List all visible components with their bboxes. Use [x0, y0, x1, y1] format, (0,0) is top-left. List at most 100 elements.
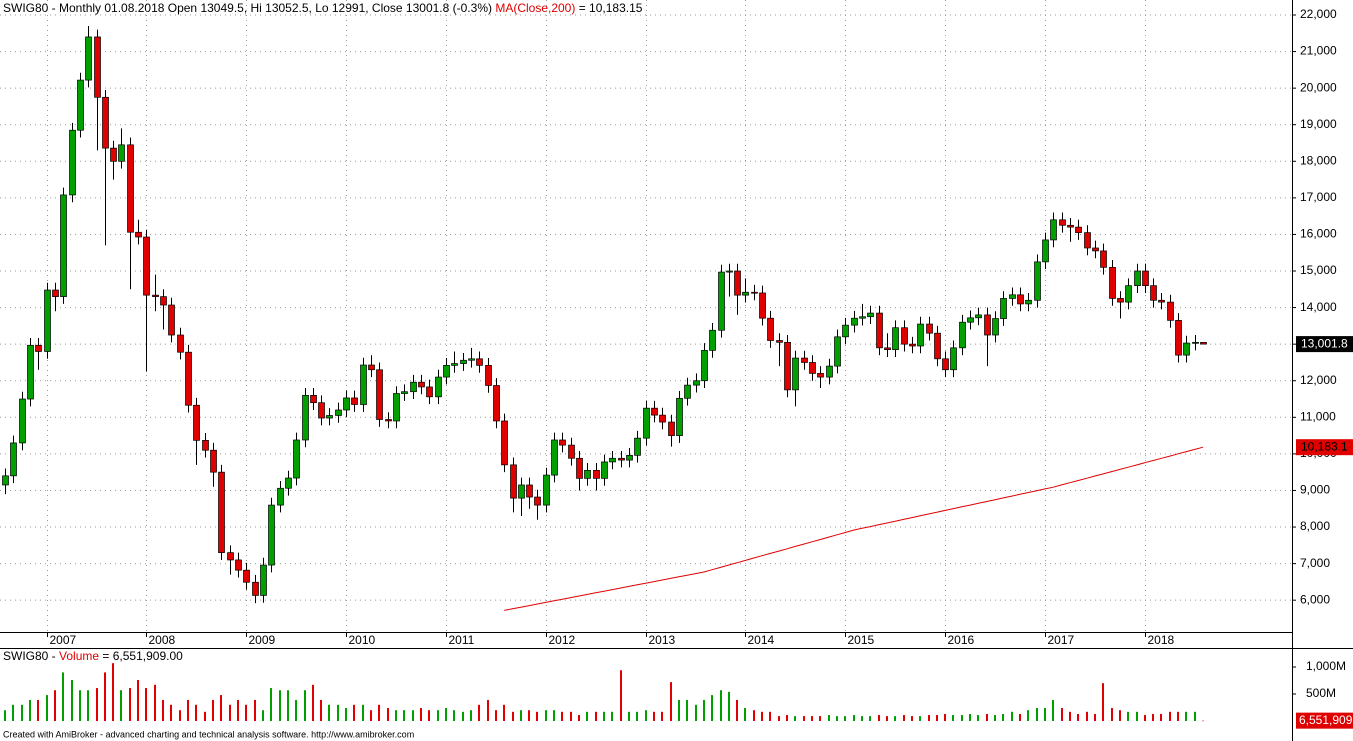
candle-body	[185, 351, 192, 406]
candle-body	[975, 314, 982, 319]
candle-body	[52, 289, 59, 297]
volume-bar	[120, 690, 122, 721]
candle-body	[867, 312, 874, 318]
volume-bar	[645, 710, 647, 721]
volume-bar	[1144, 715, 1146, 721]
candle-body	[726, 270, 733, 273]
volume-bar	[1052, 699, 1054, 721]
candle-body	[401, 391, 408, 394]
volume-bar	[462, 711, 464, 721]
candle-body	[734, 270, 741, 296]
volume-bar	[786, 715, 788, 721]
candle-body	[385, 419, 392, 422]
x-tick-label: 2009	[249, 633, 276, 647]
volume-bar	[794, 716, 796, 721]
candle-body	[435, 376, 442, 398]
volume-bar	[470, 710, 472, 721]
volume-bar	[320, 699, 322, 721]
candle-body	[1192, 341, 1199, 344]
candle-body	[1042, 239, 1049, 263]
volume-bar	[1077, 713, 1079, 721]
candle-body	[668, 421, 675, 436]
candle-body	[784, 341, 791, 391]
candle-body	[693, 380, 700, 386]
volume-bar	[536, 711, 538, 721]
volume-bar	[803, 716, 805, 721]
candle-body	[634, 437, 641, 456]
y-tick-label: 19,000	[1300, 117, 1337, 131]
volume-bar	[561, 711, 563, 721]
volume-bar	[237, 699, 239, 721]
y-tick-label: 8,000	[1300, 519, 1330, 533]
volume-bar	[744, 708, 746, 721]
volume-bar	[312, 684, 314, 721]
volume-bar	[636, 711, 638, 721]
y-tick-label: 9,000	[1300, 483, 1330, 497]
volume-bar	[728, 691, 730, 721]
volume-bar	[1036, 708, 1038, 721]
candle-body	[293, 439, 300, 479]
volume-bar	[678, 699, 680, 721]
volume-bar	[936, 715, 938, 721]
volume-bar	[528, 710, 530, 721]
volume-bar	[129, 688, 131, 721]
volume-bar	[819, 716, 821, 721]
volume-bar	[1127, 711, 1129, 721]
candle-body	[476, 358, 483, 366]
volume-bar	[229, 704, 231, 721]
candle-body	[468, 358, 475, 361]
volume-bar	[79, 690, 81, 721]
volume-bar	[1102, 683, 1104, 721]
volume-bar	[570, 711, 572, 721]
volume-bar	[245, 704, 247, 721]
volume-bar	[54, 690, 56, 721]
x-tick-label: 2013	[649, 633, 676, 647]
volume-bar	[1152, 713, 1154, 721]
chart-header: SWIG80 - Monthly 01.08.2018 Open 13049.5…	[3, 1, 643, 15]
candle-body	[135, 231, 142, 238]
candle-body	[277, 487, 284, 506]
volume-bar	[287, 690, 289, 721]
y-tick-label: 17,000	[1300, 190, 1337, 204]
candle-body	[1034, 261, 1041, 301]
volume-bar	[353, 704, 355, 721]
y-tick-label: 18,000	[1300, 153, 1337, 167]
volume-bar	[736, 699, 738, 721]
volume-bar	[378, 704, 380, 721]
candle-body	[959, 321, 966, 349]
x-tick-label: 2018	[1148, 633, 1175, 647]
candle-body	[942, 358, 949, 371]
candle-body	[326, 415, 333, 419]
volume-bar	[611, 711, 613, 721]
volume-bar	[628, 711, 630, 721]
volume-bar	[911, 716, 913, 721]
volume-bar	[711, 695, 713, 721]
candle-body	[526, 484, 533, 498]
volume-bar	[853, 715, 855, 721]
candle-body	[77, 79, 84, 131]
volume-bar	[478, 704, 480, 721]
volume-value-text: = 6,551,909.00	[102, 649, 183, 663]
volume-bar	[179, 710, 181, 721]
candle-body	[593, 469, 600, 479]
volume-bar	[969, 713, 971, 721]
candle-body	[285, 477, 292, 489]
volume-bar	[337, 704, 339, 721]
volume-bar	[869, 716, 871, 721]
volume-bar	[903, 715, 905, 721]
candle-body	[118, 144, 125, 162]
candle-body	[1000, 298, 1007, 319]
candle-body	[1025, 299, 1032, 305]
candle-body	[1125, 285, 1132, 303]
volume-bar	[96, 688, 98, 721]
candle-body	[235, 559, 242, 571]
candle-body	[551, 439, 558, 476]
ma-last-label: 10,183.1	[1301, 439, 1348, 453]
volume-bar	[162, 699, 164, 721]
candle-body	[718, 271, 725, 331]
candle-body	[792, 357, 799, 391]
volume-bar	[187, 699, 189, 721]
footer: Created with AmiBroker - advanced charti…	[3, 729, 414, 739]
candle-body	[618, 457, 625, 461]
volume-bar	[71, 679, 73, 721]
